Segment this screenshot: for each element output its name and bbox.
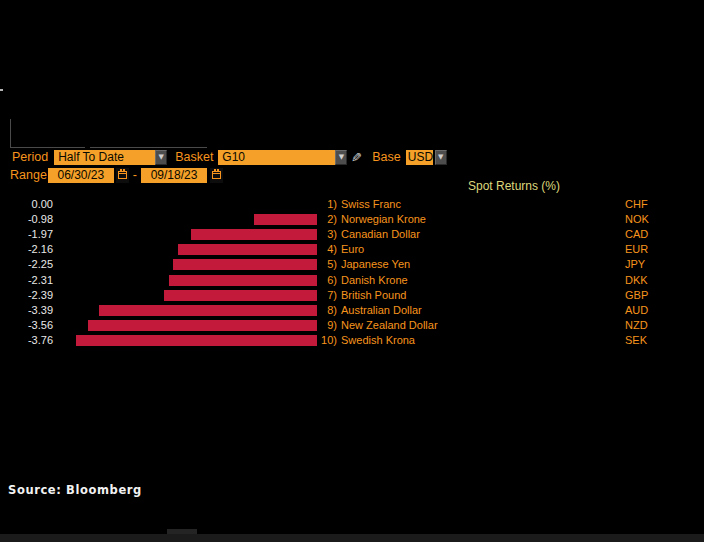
range-separator: -: [133, 167, 137, 183]
range-end-field[interactable]: 09/18/23: [141, 168, 207, 183]
currency-code: NOK: [625, 212, 649, 227]
edge-tick: [0, 89, 3, 91]
return-bar: [164, 290, 317, 301]
row-rank: 5): [319, 257, 337, 272]
currency-name: Swiss Franc: [341, 197, 401, 212]
basket-label: Basket: [175, 149, 213, 165]
row-rank: 6): [319, 273, 337, 288]
panel-edge-hline-right: [90, 147, 207, 148]
currency-code: NZD: [625, 318, 648, 333]
panel-edge-vline: [10, 119, 11, 147]
return-bar: [173, 259, 317, 270]
calendar-glyph: [212, 171, 221, 179]
currency-name: Danish Krone: [341, 273, 408, 288]
chart-row: -1.97 3) Canadian Dollar CAD: [0, 227, 704, 242]
currency-name: Swedish Krona: [341, 333, 415, 348]
chart-row: -2.31 6) Danish Krone DKK: [0, 273, 704, 288]
row-rank: 8): [319, 303, 337, 318]
toolbar-row-2: Range 06/30/23 - 09/18/23: [10, 167, 223, 183]
chart-row: 0.00 1) Swiss Franc CHF: [0, 197, 704, 212]
currency-name: Euro: [341, 242, 364, 257]
row-rank: 3): [319, 227, 337, 242]
bar-value-label: -2.31: [0, 273, 53, 288]
bar-value-label: -3.76: [0, 333, 53, 348]
base-dropdown[interactable]: USD ▼: [406, 150, 447, 165]
row-rank: 10): [319, 333, 337, 348]
bar-value-label: -3.39: [0, 303, 53, 318]
bloomberg-fx-returns-screen: Period Half To Date ▼ Basket G10 ▼ ✎ Bas…: [0, 0, 704, 542]
currency-code: CAD: [625, 227, 648, 242]
chart-row: -0.98 2) Norwegian Krone NOK: [0, 212, 704, 227]
chart-row: -3.56 9) New Zealand Dollar NZD: [0, 318, 704, 333]
currency-name: New Zealand Dollar: [341, 318, 438, 333]
bar-value-label: 0.00: [0, 197, 53, 212]
currency-name: Norwegian Krone: [341, 212, 426, 227]
return-bar: [169, 275, 317, 286]
return-bar: [99, 305, 317, 316]
toolbar-row-1: Period Half To Date ▼ Basket G10 ▼ ✎ Bas…: [12, 149, 447, 165]
currency-code: DKK: [625, 273, 648, 288]
row-rank: 2): [319, 212, 337, 227]
bar-value-label: -2.16: [0, 242, 53, 257]
chevron-down-icon[interactable]: ▼: [335, 150, 347, 165]
pencil-edit-icon[interactable]: ✎: [351, 150, 362, 165]
currency-name: British Pound: [341, 288, 406, 303]
bar-value-label: -2.39: [0, 288, 53, 303]
return-bar: [191, 229, 317, 240]
row-rank: 7): [319, 288, 337, 303]
basket-dropdown[interactable]: G10 ▼: [218, 150, 347, 165]
row-rank: 4): [319, 242, 337, 257]
currency-name: Japanese Yen: [341, 257, 410, 272]
chevron-down-icon[interactable]: ▼: [435, 150, 447, 165]
source-caption: Source: Bloomberg: [8, 483, 142, 497]
calendar-glyph: [118, 171, 127, 179]
chevron-down-icon[interactable]: ▼: [155, 150, 167, 165]
currency-code: SEK: [625, 333, 647, 348]
range-start-field[interactable]: 06/30/23: [48, 168, 114, 183]
currency-code: AUD: [625, 303, 648, 318]
period-label: Period: [12, 149, 48, 165]
bar-value-label: -2.25: [0, 257, 53, 272]
chart-row: -3.76 10) Swedish Krona SEK: [0, 333, 704, 348]
return-bar: [76, 335, 317, 346]
return-bar: [88, 320, 317, 331]
chart-row: -3.39 8) Australian Dollar AUD: [0, 303, 704, 318]
chart-row: -2.16 4) Euro EUR: [0, 242, 704, 257]
chart-row: -2.25 5) Japanese Yen JPY: [0, 257, 704, 272]
period-dropdown[interactable]: Half To Date ▼: [54, 150, 167, 165]
calendar-icon[interactable]: [210, 168, 223, 183]
currency-name: Australian Dollar: [341, 303, 422, 318]
currency-code: JPY: [625, 257, 645, 272]
base-label: Base: [372, 149, 401, 165]
chart-row: -2.39 7) British Pound GBP: [0, 288, 704, 303]
currency-name: Canadian Dollar: [341, 227, 420, 242]
chart-title: Spot Returns (%): [453, 179, 575, 193]
currency-code: EUR: [625, 242, 648, 257]
basket-value[interactable]: G10: [218, 150, 335, 165]
panel-edge-hline-left: [10, 147, 85, 148]
taskbar-segment: [167, 529, 197, 534]
return-bar: [254, 214, 317, 225]
period-value[interactable]: Half To Date: [54, 150, 155, 165]
bar-value-label: -1.97: [0, 227, 53, 242]
calendar-icon[interactable]: [116, 168, 129, 183]
bar-value-label: -0.98: [0, 212, 53, 227]
currency-code: GBP: [625, 288, 648, 303]
base-value[interactable]: USD: [406, 150, 433, 165]
return-bar: [178, 244, 317, 255]
bar-value-label: -3.56: [0, 318, 53, 333]
range-label: Range: [10, 167, 47, 183]
currency-code: CHF: [625, 197, 648, 212]
row-rank: 1): [319, 197, 337, 212]
taskbar-strip: [0, 534, 704, 542]
row-rank: 9): [319, 318, 337, 333]
